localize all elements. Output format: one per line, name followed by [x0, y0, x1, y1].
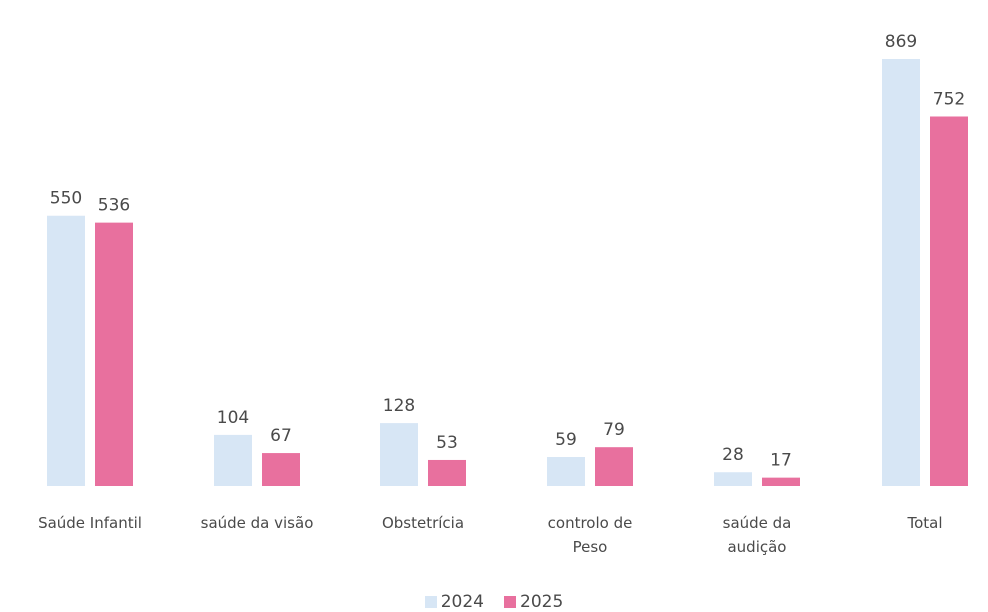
bar-chart: 550 536 104 67 128 53 59 79 28 17 869 752 Saúde Inf… [38, 32, 968, 556]
bar-2025-4 [762, 477, 800, 486]
bar-2025-2 [428, 459, 466, 486]
value-label-2024-2: 128 [383, 396, 415, 416]
bars-layer [47, 59, 968, 487]
value-label-2025-4: 17 [770, 451, 792, 471]
category-label-2: Obstetrícia [382, 514, 464, 532]
category-label-3: controlo de Peso [548, 514, 633, 556]
bar-2024-1 [214, 434, 252, 486]
value-label-2024-3: 59 [555, 430, 577, 450]
bar-2024-2 [380, 423, 418, 486]
value-label-2025-0: 536 [98, 196, 130, 216]
legend-label-2025: 2025 [520, 592, 564, 612]
bar-2025-1 [262, 453, 300, 486]
bar-2025-0 [95, 222, 133, 486]
value-label-2025-1: 67 [270, 426, 292, 446]
bar-2025-3 [595, 447, 633, 486]
category-label-4: saúde da audição [723, 514, 792, 556]
value-label-2024-4: 28 [722, 445, 744, 465]
value-label-2024-5: 869 [885, 32, 917, 52]
legend-label-2024: 2024 [440, 592, 484, 612]
category-label-0: Saúde Infantil [38, 514, 142, 532]
value-label-2025-2: 53 [436, 433, 458, 453]
value-label-2024-0: 550 [50, 189, 82, 209]
legend-swatch-2025 [504, 596, 516, 608]
value-label-2025-3: 79 [603, 420, 625, 440]
category-label-1: saúde da visão [201, 514, 314, 532]
legend-item-2024: 2024 [424, 592, 484, 612]
legend-swatch-2024 [424, 596, 437, 608]
bar-2024-5 [882, 59, 920, 486]
value-label-2024-1: 104 [217, 408, 249, 428]
category-label-5: Total [906, 514, 942, 532]
legend: 2024 2025 [0, 592, 988, 612]
category-labels-layer: Saúde Infantil saúde da visão Obstetrícia c… [38, 514, 942, 556]
bar-2025-5 [930, 116, 968, 486]
bar-2024-4 [714, 472, 752, 486]
bar-2024-3 [547, 457, 585, 486]
legend-item-2025: 2025 [504, 592, 563, 612]
value-label-2025-5: 752 [933, 89, 965, 109]
bar-2024-0 [47, 215, 85, 487]
value-labels-layer: 550 536 104 67 128 53 59 79 28 17 869 752 [50, 32, 965, 471]
